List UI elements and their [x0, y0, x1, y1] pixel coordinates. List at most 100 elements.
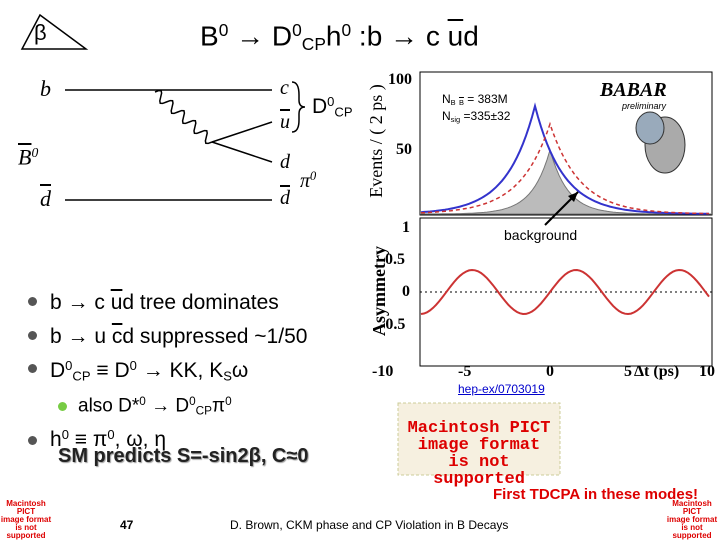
beta: β: [34, 20, 47, 45]
t: d tree dominates: [122, 291, 279, 314]
t: image format: [0, 515, 52, 524]
tick-label: 0: [546, 363, 554, 380]
feynman-diagram: [65, 81, 306, 201]
t: ≡ π: [68, 428, 108, 452]
bullet-text: h0 ≡ π0, ω, η: [50, 428, 166, 450]
t: 0: [129, 358, 137, 373]
t: c: [111, 325, 123, 348]
tick-label: -5: [458, 363, 472, 380]
t: D: [50, 359, 66, 383]
t: 0: [189, 395, 196, 408]
t: 0: [292, 20, 302, 40]
quark-line: [211, 141, 273, 163]
t: N: [442, 109, 451, 123]
t: d: [463, 20, 479, 52]
label: d: [280, 188, 290, 208]
pict-placeholder: Macintosh PICT image format is not support…: [0, 500, 52, 540]
tick-label: 5: [624, 363, 632, 380]
t: D: [312, 95, 328, 119]
tick-label: 1: [402, 219, 410, 236]
pict-box: [397, 402, 561, 476]
plot: [397, 71, 713, 476]
label: u: [280, 112, 290, 132]
mascot: [635, 111, 665, 145]
bullet-text: b → u cd suppressed ~1/50: [50, 326, 307, 347]
quark-line: [211, 121, 273, 143]
label: D0CP: [312, 95, 353, 118]
t: Macintosh PICT: [672, 499, 712, 516]
t: B: [458, 97, 464, 107]
bullet: [58, 402, 67, 411]
slide-title: B0 → D0CPh0 :b → c ud: [200, 20, 479, 53]
tick-label: 50: [396, 141, 412, 158]
brace: [291, 81, 306, 133]
t: image format: [417, 436, 541, 455]
t: h: [50, 428, 62, 452]
t: 0: [225, 395, 232, 408]
t: B: [18, 144, 32, 170]
asymmetry-curve: [420, 268, 710, 316]
t: 0: [31, 145, 39, 160]
t: u: [280, 111, 290, 133]
t: is not supported: [433, 453, 525, 489]
t: 0: [107, 427, 115, 442]
t: 0: [139, 395, 146, 408]
t: =335±32: [460, 109, 511, 123]
x-axis-label: Δt (ps): [634, 363, 680, 380]
t: ≡ D: [90, 359, 130, 383]
t: → D: [145, 395, 190, 417]
t: ω: [231, 359, 249, 383]
t: → KK, K: [136, 359, 224, 383]
tick-label: -10: [372, 363, 394, 380]
t: = 383M: [463, 92, 508, 106]
label: d: [280, 151, 290, 173]
pict-placeholder: Macintosh PICT image format is not support…: [664, 500, 720, 540]
t: B: [450, 97, 456, 107]
t: u: [110, 291, 123, 314]
t: Macintosh PICT: [407, 419, 551, 438]
footer-credit: D. Brown, CKM phase and CP Violation in …: [230, 518, 509, 532]
t: 0: [310, 169, 317, 183]
annotation: NB B = 383M: [442, 93, 508, 106]
bullet-text: also D*0 → D0CPπ0: [78, 396, 232, 417]
tick-label: -0.5: [380, 316, 406, 333]
t: N: [442, 92, 451, 106]
label: π0: [300, 170, 316, 191]
triangle: [20, 13, 89, 50]
bullet-text: b → c ud tree dominates: [50, 292, 279, 313]
pict-placeholder: Macintosh PICT image format is not support…: [398, 420, 560, 488]
t: u: [447, 20, 464, 52]
label: d: [40, 188, 51, 210]
t: also D*: [78, 395, 140, 417]
sm-prediction: SM predicts S=-sin2β, C≈0: [58, 445, 309, 467]
frame: [419, 71, 713, 216]
t: h: [325, 20, 342, 52]
t: CP: [72, 368, 91, 384]
tick-label: 0.5: [385, 251, 405, 268]
t: :b → c: [351, 20, 448, 52]
t: S: [223, 368, 232, 384]
y-axis-label: Events / ( 2 ps ): [366, 84, 386, 198]
t: d: [280, 187, 290, 209]
t: d suppressed ~1/50: [122, 325, 308, 348]
t: is not supported: [672, 523, 712, 540]
t: → D: [228, 20, 293, 52]
bullet: [28, 297, 37, 306]
tick-label: 0: [402, 283, 410, 300]
logo: BABAR: [600, 79, 667, 101]
t: b → c: [50, 291, 111, 314]
t: 0: [341, 20, 352, 40]
fit-curve: [420, 102, 709, 215]
note: First TDCPA in these modes!: [493, 486, 699, 503]
reference-link[interactable]: hep-ex/0703019: [458, 382, 545, 396]
t: Macintosh PICT: [6, 499, 46, 516]
t: π: [211, 395, 226, 417]
logo-sub: preliminary: [622, 101, 667, 111]
t: π: [300, 169, 311, 192]
t: sig: [450, 114, 461, 124]
label: b: [40, 76, 51, 101]
tick-label: 10: [699, 363, 715, 380]
bullet: [28, 331, 37, 340]
